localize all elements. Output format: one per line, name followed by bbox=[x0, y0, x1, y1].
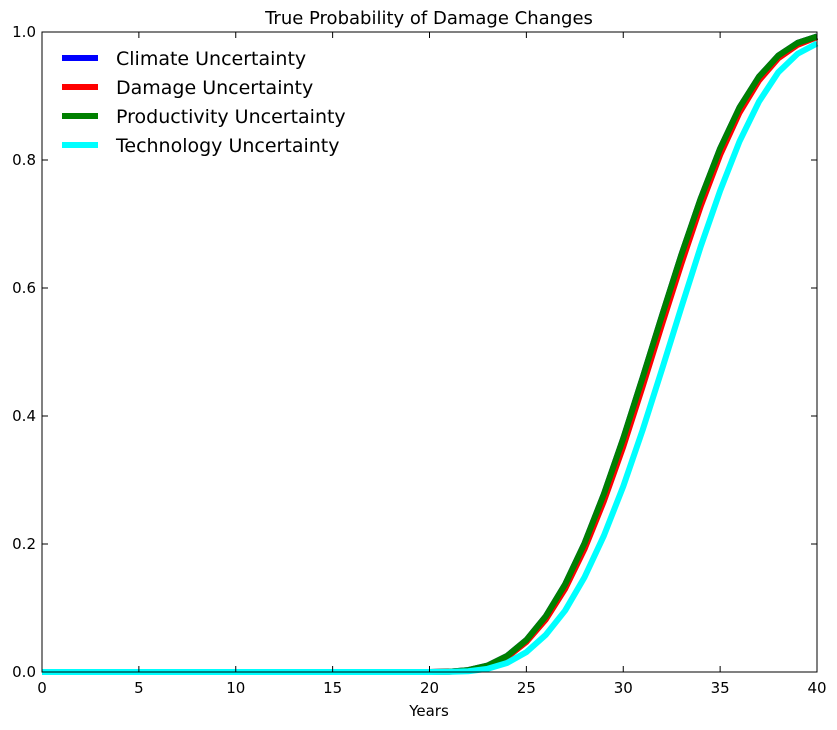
y-tick-label: 0.4 bbox=[12, 407, 36, 425]
legend-label-1: Climate Uncertainty bbox=[116, 48, 306, 70]
y-tick-label: 0.8 bbox=[12, 151, 36, 169]
x-tick-label: 15 bbox=[323, 679, 342, 697]
y-tick-label: 0.0 bbox=[12, 663, 36, 681]
x-axis-label: Years bbox=[408, 702, 449, 720]
x-tick-label: 5 bbox=[134, 679, 144, 697]
x-tick-label: 30 bbox=[614, 679, 633, 697]
plot-frame bbox=[41, 31, 818, 673]
x-tick-label: 0 bbox=[37, 679, 47, 697]
legend-label-2: Damage Uncertainty bbox=[116, 77, 313, 99]
x-tick-label: 25 bbox=[517, 679, 536, 697]
x-tick-label: 20 bbox=[420, 679, 439, 697]
x-axis: 0 5 10 15 20 25 30 35 40 bbox=[37, 32, 827, 697]
x-tick-label: 40 bbox=[807, 679, 826, 697]
series-line-3 bbox=[42, 33, 818, 675]
y-tick-label: 0.2 bbox=[12, 535, 36, 553]
legend-label-4: Technology Uncertainty bbox=[115, 135, 339, 157]
x-tick-label: 10 bbox=[226, 679, 245, 697]
x-tick-label: 35 bbox=[711, 679, 730, 697]
y-axis: 0.0 0.2 0.4 0.6 0.8 1.0 bbox=[12, 23, 817, 681]
series-line-2 bbox=[42, 34, 819, 675]
plot-lines bbox=[42, 33, 819, 675]
y-tick-label: 0.6 bbox=[12, 279, 36, 297]
legend: Climate Uncertainty Damage Uncertainty Pro… bbox=[62, 48, 346, 157]
chart-title: True Probability of Damage Changes bbox=[264, 8, 593, 29]
series-line-1 bbox=[42, 33, 818, 675]
y-tick-label: 1.0 bbox=[12, 23, 36, 41]
legend-label-3: Productivity Uncertainty bbox=[116, 106, 346, 128]
